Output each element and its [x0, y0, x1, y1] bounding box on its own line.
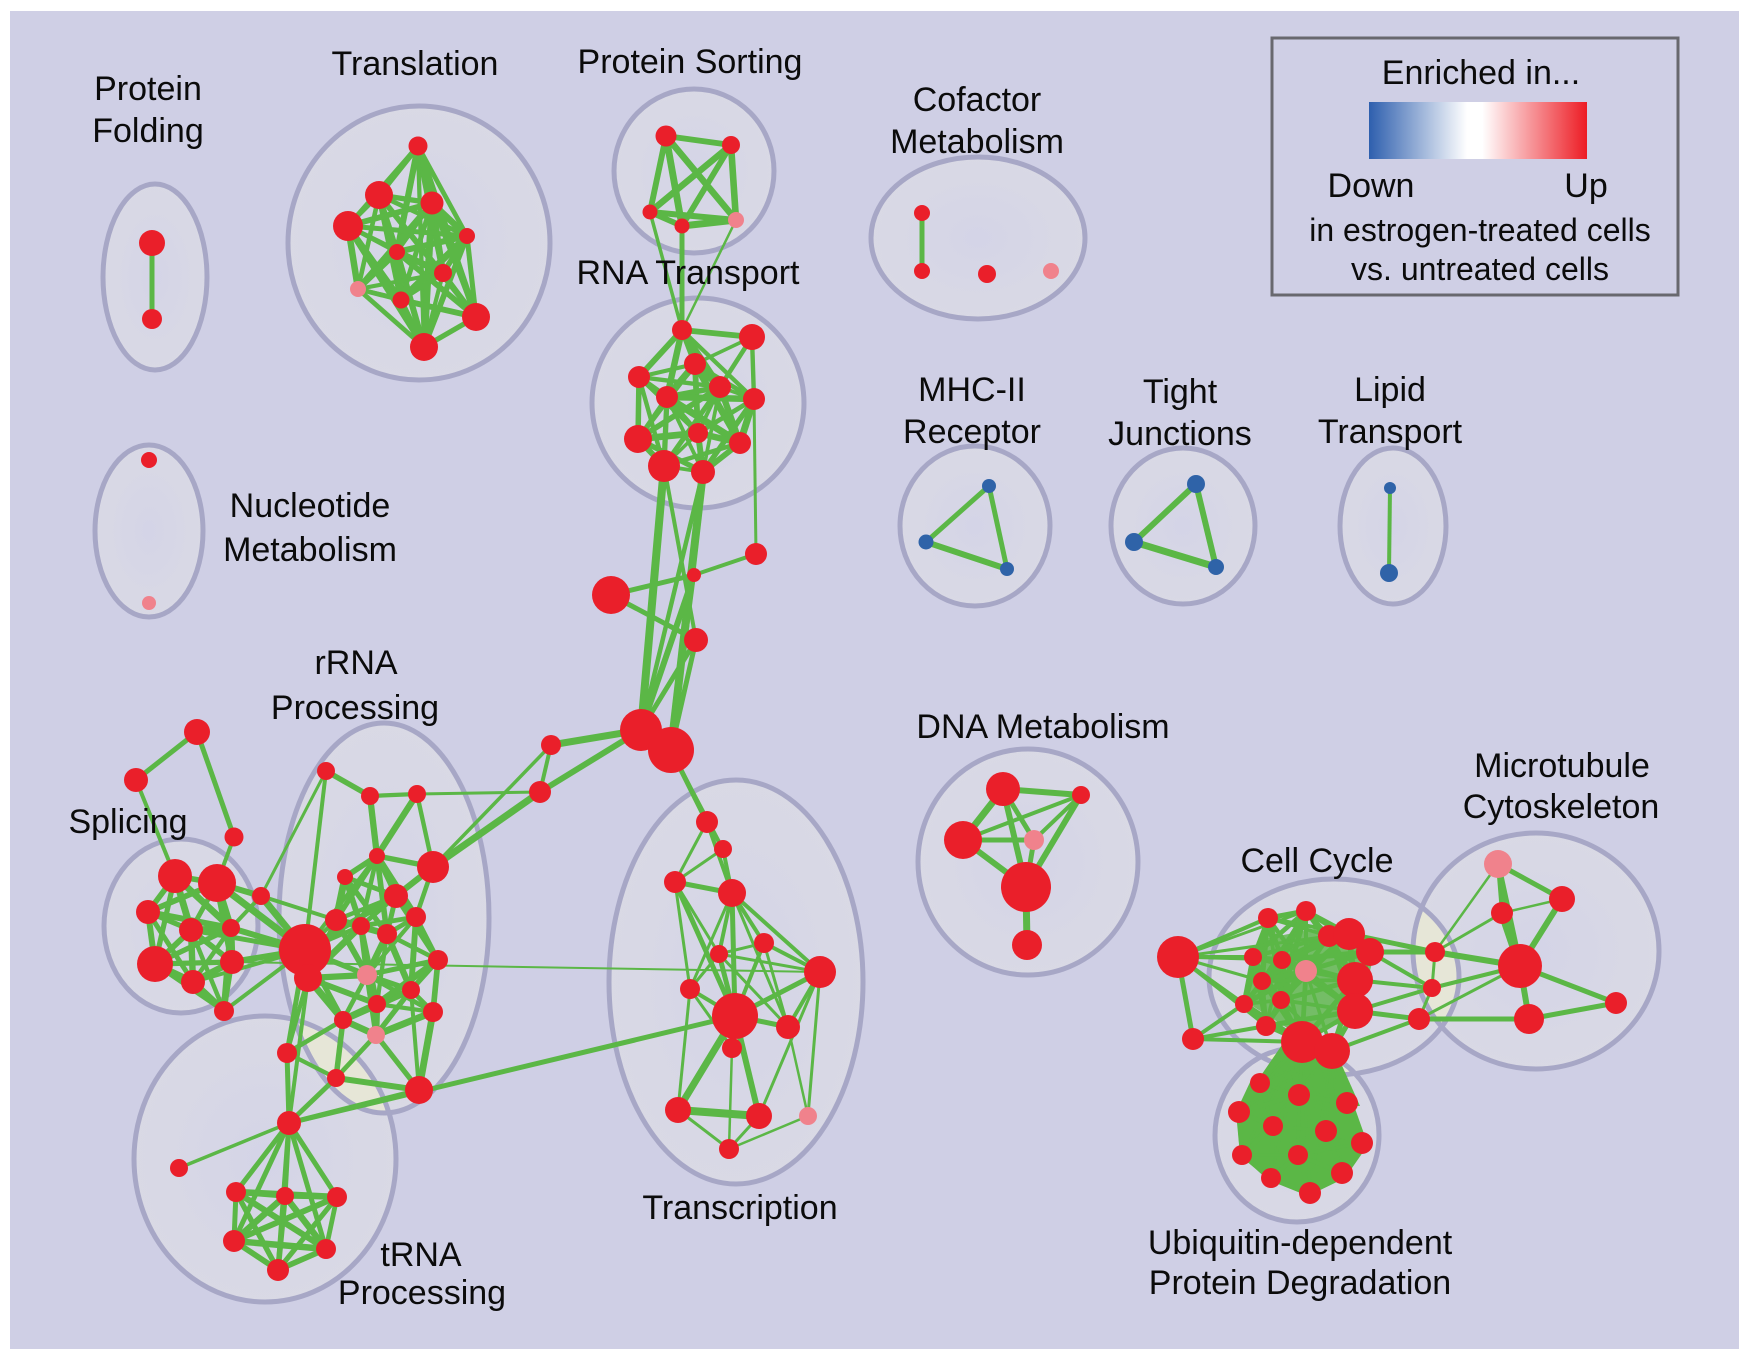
- svg-text:Cofactor: Cofactor: [913, 81, 1042, 119]
- svg-text:Cytoskeleton: Cytoskeleton: [1463, 788, 1660, 826]
- svg-text:DNA Metabolism: DNA Metabolism: [916, 708, 1169, 746]
- svg-text:Protein Degradation: Protein Degradation: [1149, 1264, 1451, 1302]
- svg-text:Up: Up: [1564, 167, 1607, 205]
- svg-text:Enriched in...: Enriched in...: [1382, 54, 1580, 92]
- svg-text:Processing: Processing: [338, 1274, 506, 1312]
- svg-text:in estrogen-treated cells: in estrogen-treated cells: [1309, 212, 1651, 248]
- svg-text:Ubiquitin-dependent: Ubiquitin-dependent: [1148, 1224, 1453, 1262]
- svg-text:Protein: Protein: [94, 70, 202, 108]
- svg-text:Junctions: Junctions: [1108, 415, 1252, 453]
- svg-text:rRNA: rRNA: [314, 644, 397, 682]
- svg-text:RNA Transport: RNA Transport: [577, 254, 801, 292]
- svg-text:Receptor: Receptor: [903, 413, 1041, 451]
- svg-text:tRNA: tRNA: [380, 1236, 462, 1274]
- svg-text:Cell Cycle: Cell Cycle: [1240, 842, 1393, 880]
- svg-text:Translation: Translation: [332, 45, 499, 83]
- svg-text:vs. untreated cells: vs. untreated cells: [1351, 251, 1609, 287]
- svg-text:MHC-II: MHC-II: [918, 371, 1026, 409]
- svg-text:Transcription: Transcription: [642, 1189, 837, 1227]
- svg-text:Transport: Transport: [1318, 413, 1463, 451]
- svg-text:Folding: Folding: [92, 112, 204, 150]
- svg-text:Nucleotide: Nucleotide: [230, 487, 391, 525]
- svg-text:Metabolism: Metabolism: [223, 531, 397, 569]
- svg-text:Down: Down: [1328, 167, 1415, 205]
- svg-text:Protein Sorting: Protein Sorting: [578, 43, 803, 81]
- svg-text:Microtubule: Microtubule: [1474, 747, 1650, 785]
- svg-text:Lipid: Lipid: [1354, 371, 1426, 409]
- svg-text:Tight: Tight: [1143, 373, 1218, 411]
- svg-text:Metabolism: Metabolism: [890, 123, 1064, 161]
- svg-text:Processing: Processing: [271, 689, 439, 727]
- svg-text:Splicing: Splicing: [68, 803, 187, 841]
